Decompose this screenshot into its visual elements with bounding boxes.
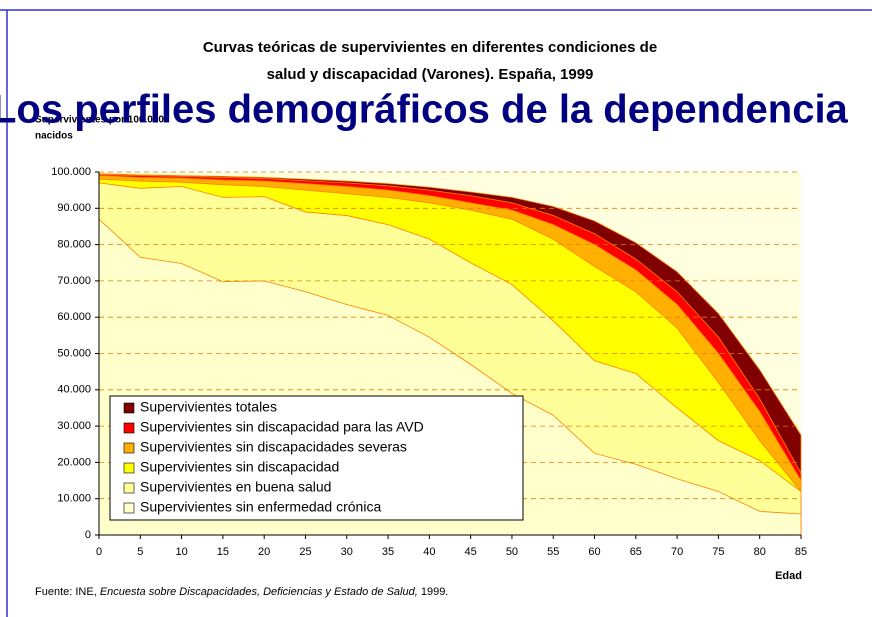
y-tick-label: 10.000 xyxy=(57,493,91,505)
legend-swatch xyxy=(123,402,135,414)
x-tick-label: 65 xyxy=(630,546,642,558)
source-title: Encuesta sobre Discapacidades, Deficienc… xyxy=(100,586,418,598)
y-tick-label: 50.000 xyxy=(57,347,91,359)
y-axis-label: Supervivientes por 100.000 xyxy=(35,115,164,126)
legend-label: Supervivientes sin enfermedad crónica xyxy=(140,499,381,515)
x-tick-label: 20 xyxy=(258,546,270,558)
y-tick-label: 40.000 xyxy=(57,384,91,396)
y-tick-label: 100.000 xyxy=(51,166,91,178)
y-tick-label: 80.000 xyxy=(57,239,91,251)
chart-title: salud y discapacidad (Varones). España, … xyxy=(267,66,594,83)
legend-swatch xyxy=(123,482,135,494)
x-tick-label: 10 xyxy=(175,546,187,558)
legend-label: Supervivientes sin discapacidades severa… xyxy=(140,439,407,455)
x-tick-label: 30 xyxy=(341,546,353,558)
y-tick-label: 60.000 xyxy=(57,311,91,323)
legend-label: Supervivientes en buena salud xyxy=(140,479,331,495)
legend-swatch xyxy=(123,462,135,474)
legend-swatch xyxy=(123,422,135,434)
legend-swatch xyxy=(123,502,135,514)
x-tick-label: 0 xyxy=(96,546,102,558)
y-tick-label: 90.000 xyxy=(57,202,91,214)
legend-label: Supervivientes sin discapacidad xyxy=(140,459,339,475)
legend-label: Supervivientes sin discapacidad para las… xyxy=(140,419,424,435)
y-tick-label: 20.000 xyxy=(57,456,91,468)
x-tick-label: 80 xyxy=(754,546,766,558)
x-tick-label: 50 xyxy=(506,546,518,558)
x-tick-label: 60 xyxy=(588,546,600,558)
x-tick-label: 75 xyxy=(712,546,724,558)
legend-swatch xyxy=(123,442,135,454)
x-tick-label: 5 xyxy=(137,546,143,558)
source-suffix: 1999. xyxy=(418,586,449,598)
y-tick-label: 0 xyxy=(85,529,91,541)
x-tick-label: 45 xyxy=(465,546,477,558)
y-axis-label: nacidos xyxy=(35,131,73,142)
x-tick-label: 25 xyxy=(299,546,311,558)
legend-label: Supervivientes totales xyxy=(140,399,277,415)
x-tick-label: 40 xyxy=(423,546,435,558)
x-tick-label: 55 xyxy=(547,546,559,558)
chart-title: Curvas teóricas de supervivientes en dif… xyxy=(203,39,657,56)
x-tick-label: 85 xyxy=(795,546,807,558)
x-axis-label: Edad xyxy=(775,570,802,582)
y-tick-label: 70.000 xyxy=(57,275,91,287)
legend-box xyxy=(109,395,524,521)
slide-title: Los perfiles demográficos de la dependen… xyxy=(0,88,849,132)
x-tick-label: 70 xyxy=(671,546,683,558)
x-tick-label: 35 xyxy=(382,546,394,558)
y-tick-label: 30.000 xyxy=(57,420,91,432)
x-tick-label: 15 xyxy=(217,546,229,558)
source: Fuente: INE, Encuesta sobre Discapacidad… xyxy=(35,586,448,598)
source-prefix: Fuente: INE, xyxy=(35,586,100,598)
